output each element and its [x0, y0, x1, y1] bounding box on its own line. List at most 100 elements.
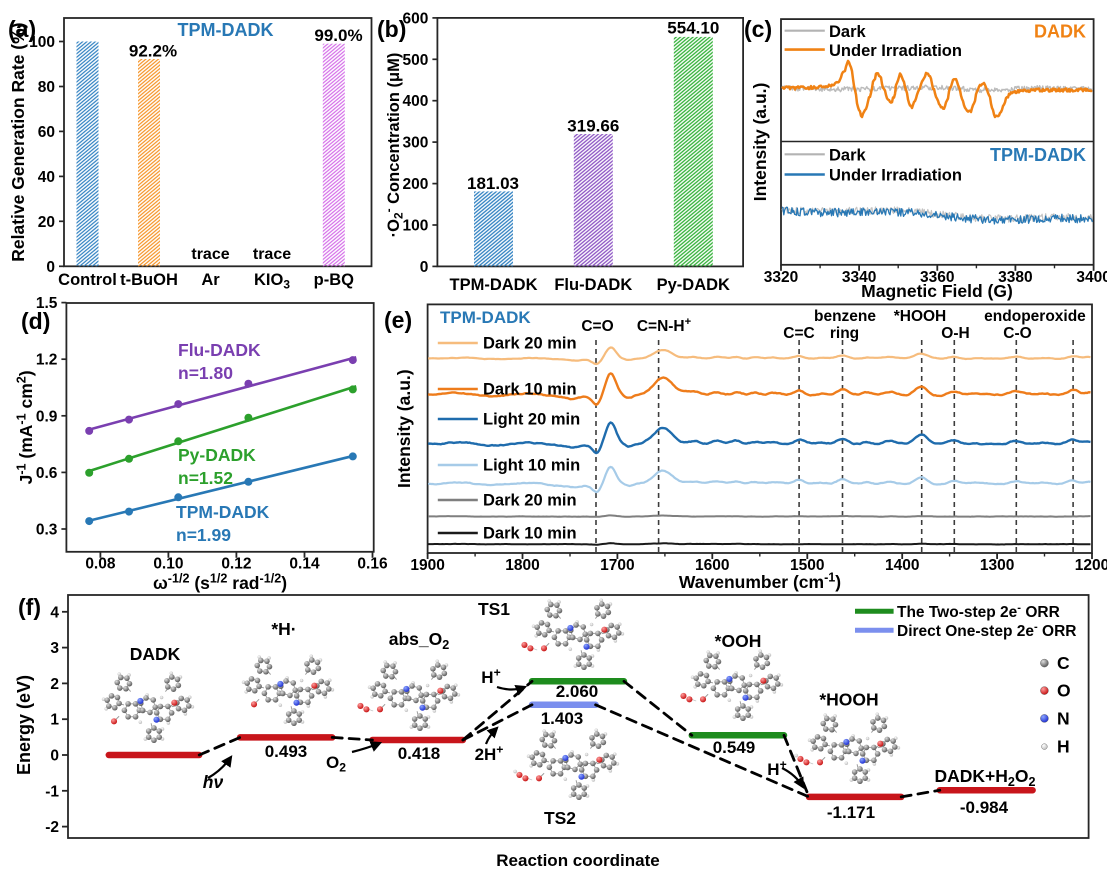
svg-text:80: 80	[38, 79, 55, 96]
svg-text:0: 0	[50, 748, 59, 765]
svg-text:endoperoxide: endoperoxide	[984, 308, 1086, 325]
svg-text:1600: 1600	[695, 557, 729, 574]
svg-text:0.10: 0.10	[153, 555, 183, 572]
svg-text:C-O: C-O	[1003, 325, 1031, 342]
svg-text:TS1: TS1	[478, 599, 510, 619]
svg-text:DADK: DADK	[130, 644, 181, 664]
svg-text:1200: 1200	[1075, 557, 1107, 574]
svg-text:The Two-step 2e- ORR: The Two-step 2e- ORR	[897, 602, 1060, 621]
svg-text:ω-1/2 (s1/2 rad-1/2): ω-1/2 (s1/2 rad-1/2)	[153, 571, 287, 593]
svg-text:1: 1	[50, 712, 59, 729]
svg-text:500: 500	[403, 52, 429, 69]
svg-text:Py-DADK: Py-DADK	[178, 445, 256, 465]
svg-text:trace: trace	[191, 246, 229, 263]
svg-text:Under Irradiation: Under Irradiation	[829, 42, 962, 60]
svg-text:1900: 1900	[410, 557, 444, 574]
svg-text:0.493: 0.493	[265, 742, 308, 761]
svg-text:Intensity (a.u.): Intensity (a.u.)	[394, 369, 414, 488]
svg-text:2H+: 2H+	[475, 743, 504, 765]
svg-text:Ar: Ar	[201, 271, 220, 289]
svg-text:0.418: 0.418	[398, 744, 441, 763]
svg-text:(b): (b)	[377, 16, 406, 42]
svg-text:20: 20	[38, 214, 55, 231]
svg-text:H: H	[1057, 737, 1070, 757]
svg-text:Magnetic Field (G): Magnetic Field (G)	[861, 281, 1013, 301]
svg-text:300: 300	[403, 135, 429, 152]
svg-text:0.549: 0.549	[713, 738, 756, 757]
svg-text:Direct One-step 2e- ORR: Direct One-step 2e- ORR	[897, 621, 1076, 640]
svg-text:C: C	[1057, 653, 1070, 673]
svg-text:ring: ring	[830, 325, 859, 342]
svg-text:3: 3	[50, 640, 59, 657]
svg-text:554.10: 554.10	[667, 19, 719, 38]
svg-text:H+: H+	[481, 666, 500, 688]
svg-text:H+: H+	[767, 758, 786, 780]
svg-text:p-BQ: p-BQ	[314, 271, 354, 289]
svg-text:Dark 20 min: Dark 20 min	[483, 335, 577, 353]
svg-text:40: 40	[38, 169, 55, 186]
svg-text:abs_O2: abs_O2	[389, 629, 450, 652]
svg-text:t-BuOH: t-BuOH	[120, 271, 178, 289]
svg-text:Wavenumber (cm-1): Wavenumber (cm-1)	[679, 570, 841, 592]
svg-text:1.403: 1.403	[541, 709, 584, 728]
svg-text:2: 2	[50, 676, 59, 693]
svg-text:3320: 3320	[764, 269, 798, 286]
svg-text:1400: 1400	[885, 557, 919, 574]
svg-text:Dark 10 min: Dark 10 min	[483, 525, 577, 543]
svg-text:Control: Control	[58, 271, 117, 289]
svg-text:-0.984: -0.984	[960, 798, 1009, 817]
svg-text:60: 60	[38, 124, 55, 141]
svg-text:0.16: 0.16	[357, 555, 388, 572]
svg-text:Py-DADK: Py-DADK	[657, 276, 730, 294]
svg-text:C=C: C=C	[783, 325, 814, 342]
svg-text:*H·: *H·	[271, 619, 296, 639]
svg-text:0.14: 0.14	[289, 555, 320, 572]
svg-text:TPM-DADK: TPM-DADK	[178, 20, 274, 40]
svg-text:N: N	[1057, 708, 1070, 728]
svg-text:n=1.52: n=1.52	[178, 468, 233, 488]
svg-text:Reaction coordinate: Reaction coordinate	[496, 851, 659, 870]
svg-text:*HOOH: *HOOH	[819, 690, 878, 710]
svg-text:319.66: 319.66	[567, 117, 619, 136]
svg-text:1700: 1700	[600, 557, 634, 574]
svg-text:O2: O2	[326, 753, 346, 775]
svg-text:KIO3: KIO3	[254, 271, 290, 292]
svg-text:1.2: 1.2	[36, 352, 58, 369]
svg-text:400: 400	[403, 93, 429, 110]
svg-text:benzene: benzene	[814, 308, 876, 325]
svg-text:2.060: 2.060	[556, 682, 599, 701]
svg-text:0.12: 0.12	[221, 555, 251, 572]
svg-text:TPM-DADK: TPM-DADK	[450, 276, 538, 294]
svg-text:DADK+H2O2: DADK+H2O2	[934, 766, 1035, 789]
svg-text:n=1.99: n=1.99	[176, 525, 231, 545]
svg-text:TPM-DADK: TPM-DADK	[440, 308, 531, 327]
svg-text:0.08: 0.08	[85, 555, 116, 572]
svg-text:1300: 1300	[980, 557, 1014, 574]
svg-text:(c): (c)	[744, 16, 772, 42]
svg-text:C=N-H+: C=N-H+	[637, 316, 692, 335]
svg-text:0: 0	[420, 259, 429, 276]
svg-text:C=O: C=O	[581, 318, 613, 335]
svg-text:Under Irradiation: Under Irradiation	[829, 167, 962, 185]
svg-text:Dark: Dark	[829, 23, 867, 41]
svg-text:181.03: 181.03	[467, 174, 519, 193]
svg-text:-2: -2	[45, 819, 59, 836]
svg-text:200: 200	[403, 176, 429, 193]
svg-text:3360: 3360	[920, 269, 954, 286]
svg-text:(e): (e)	[384, 307, 412, 333]
svg-text:1800: 1800	[505, 557, 539, 574]
svg-text:0: 0	[46, 259, 55, 276]
svg-text:Intensity (a.u.): Intensity (a.u.)	[750, 83, 770, 202]
svg-text:*HOOH: *HOOH	[894, 308, 947, 325]
svg-text:-1: -1	[45, 783, 59, 800]
svg-text:0.3: 0.3	[36, 522, 58, 539]
svg-text:1500: 1500	[790, 557, 824, 574]
svg-text:(d): (d)	[21, 308, 50, 334]
svg-text:92.2%: 92.2%	[129, 42, 177, 61]
svg-text:0.6: 0.6	[36, 465, 58, 482]
svg-text:Light 20 min: Light 20 min	[483, 411, 580, 429]
svg-text:Dark 20 min: Dark 20 min	[483, 492, 577, 510]
svg-text:O: O	[1057, 681, 1071, 701]
svg-text:n=1.80: n=1.80	[178, 363, 233, 383]
svg-text:·O2- Concentration (μM): ·O2- Concentration (μM)	[382, 53, 406, 238]
